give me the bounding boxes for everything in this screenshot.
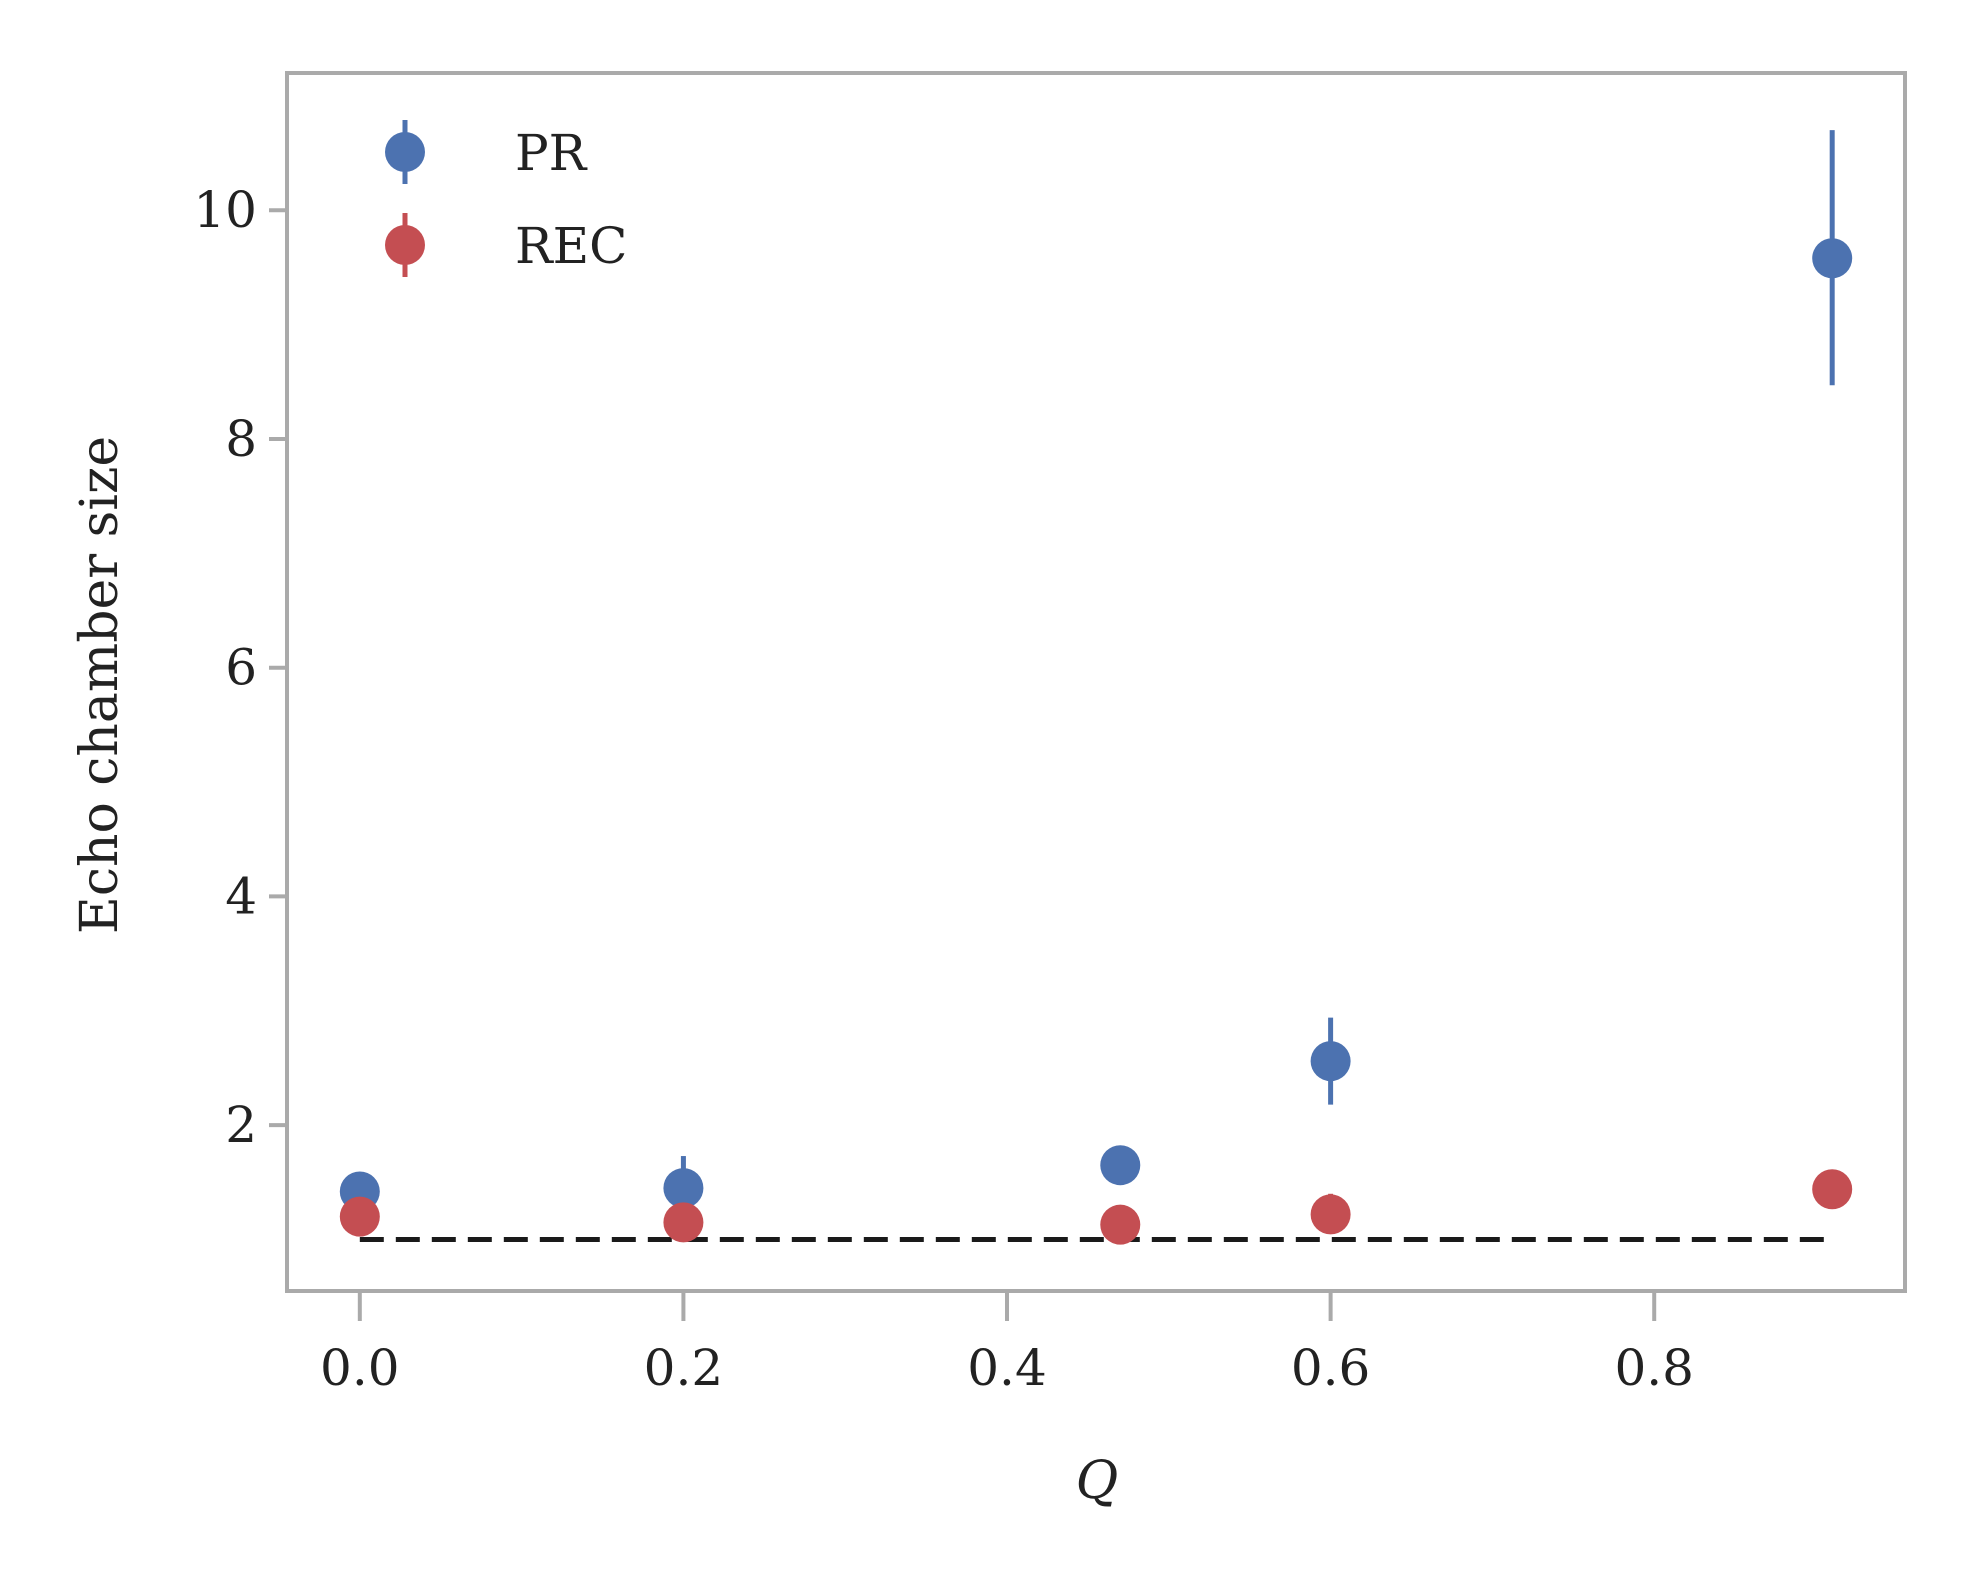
rec-point <box>1812 1169 1853 1210</box>
legend-rec-marker <box>385 225 425 265</box>
pr-point <box>1812 238 1853 279</box>
rec-point <box>339 1196 380 1237</box>
x-tick-label: 0.6 <box>1291 1339 1371 1397</box>
x-axis-label: Q <box>1076 1451 1119 1511</box>
legend-rec-label: REC <box>515 217 627 275</box>
legend-pr-marker <box>385 132 425 172</box>
y-axis-ticks: 2 4 6 8 10 <box>193 181 287 1154</box>
legend-pr-label: PR <box>515 124 588 182</box>
rec-point <box>1310 1194 1351 1235</box>
x-tick-label: 0.8 <box>1614 1339 1694 1397</box>
y-tick-label: 2 <box>225 1096 257 1154</box>
y-axis-label: Echo chamber size <box>70 436 130 934</box>
pr-point <box>1310 1041 1351 1082</box>
x-axis-ticks: 0.0 0.2 0.4 0.6 0.8 <box>320 1291 1694 1397</box>
y-tick-label: 8 <box>225 410 257 468</box>
plot-frame <box>285 71 1907 1293</box>
pr-point <box>663 1168 704 1209</box>
y-tick-label: 4 <box>225 867 257 925</box>
legend: PR REC <box>385 120 627 277</box>
y-tick-label: 10 <box>193 181 257 239</box>
y-tick-label: 6 <box>225 639 257 697</box>
x-tick-label: 0.2 <box>644 1339 724 1397</box>
x-tick-label: 0.0 <box>320 1339 400 1397</box>
data-marks <box>339 130 1853 1245</box>
rec-point <box>1100 1204 1141 1245</box>
x-tick-label: 0.4 <box>967 1339 1047 1397</box>
rec-point <box>663 1202 704 1243</box>
pr-point <box>1100 1145 1141 1186</box>
